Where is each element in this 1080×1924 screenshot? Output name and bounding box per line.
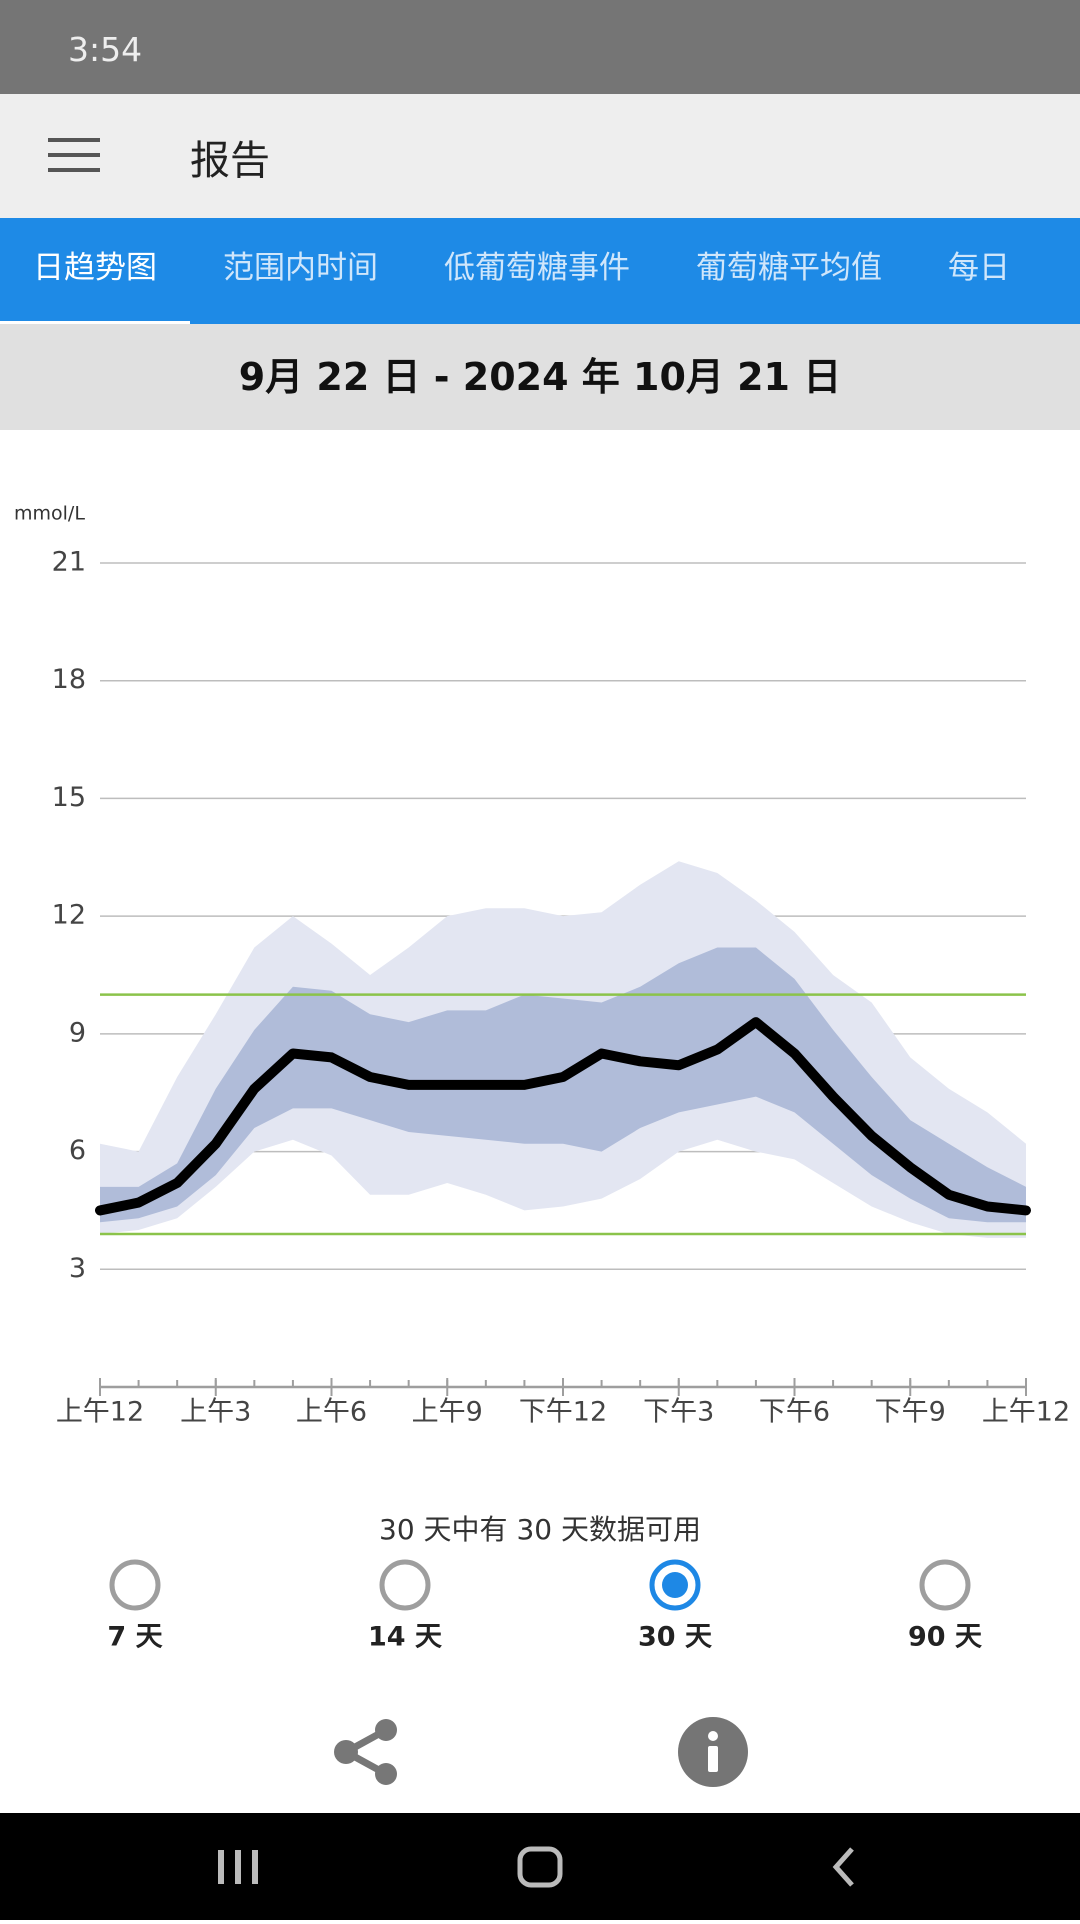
y-tick-label: 15 [52,782,86,813]
tab[interactable]: 低葡萄糖事件 [444,250,630,286]
page-title: 报告 [190,138,270,184]
period-option[interactable]: 7 天 [107,1559,163,1653]
back-button[interactable] [832,1847,854,1887]
home-button[interactable] [517,1846,563,1888]
x-tick-label: 上午9 [412,1397,483,1428]
tab[interactable]: 日趋势图 [0,218,190,324]
share-button[interactable] [330,1718,404,1786]
y-tick-label: 6 [69,1135,86,1166]
tab[interactable]: 葡萄糖平均值 [696,250,882,286]
availability-text: 30 天中有 30 天数据可用 [379,1513,701,1546]
clock: 3:54 [68,30,143,69]
status-bar: 3:54 [0,0,1080,94]
x-tick-label: 上午3 [180,1397,251,1428]
x-tick-label: 下午6 [759,1397,830,1428]
period-option[interactable]: 30 天 [638,1559,712,1653]
period-label: 14 天 [368,1622,442,1653]
navigation-bar [0,1813,1080,1920]
tab[interactable]: 每日 [948,250,1010,286]
y-tick-label: 9 [69,1017,86,1048]
radio-button [379,1559,431,1611]
period-option[interactable]: 14 天 [368,1559,442,1653]
y-tick-label: 12 [52,900,86,931]
y-tick-label: 3 [69,1253,86,1284]
y-axis-label: mmol/L [14,503,85,525]
radio-button [109,1559,161,1611]
chart: mmol/L 3 6 9 12 15 18 21 上午12 上午3 上午6 上午9 下午12 下午3 下午… [14,503,1070,1428]
radio-button [649,1559,701,1611]
radio-dot [662,1572,688,1598]
y-tick-label: 18 [52,664,86,695]
period-label: 90 天 [908,1622,982,1653]
radio-button [919,1559,971,1611]
x-tick-label: 上午6 [296,1397,367,1428]
x-tick-label: 下午9 [875,1397,946,1428]
nav-buttons [218,1846,854,1888]
x-tick-label: 上午12 [56,1397,144,1428]
app-bar: 报告 [0,94,1080,218]
y-tick-label: 21 [52,547,86,578]
inner-percentile-band [100,947,1026,1223]
date-range: 9月 22 日 - 2024 年 10月 21 日 [0,324,1080,430]
x-tick-label: 下午3 [643,1397,714,1428]
period-selector: 7 天 14 天 30 天 90 天 [107,1559,982,1653]
info-button[interactable] [677,1716,749,1788]
x-tick-label: 下午12 [519,1397,607,1428]
median-line [95,1017,1031,1216]
period-option[interactable]: 90 天 [908,1559,982,1653]
tab[interactable]: 范围内时间 [223,250,378,286]
recent-apps-button[interactable] [218,1850,258,1884]
period-label: 7 天 [107,1622,162,1653]
period-label: 30 天 [638,1622,712,1653]
tab-bar: 日趋势图 范围内时间 低葡萄糖事件 葡萄糖平均值 每日 [0,218,1080,324]
menu-button[interactable] [48,138,100,174]
x-tick-label: 上午12 [982,1397,1070,1428]
